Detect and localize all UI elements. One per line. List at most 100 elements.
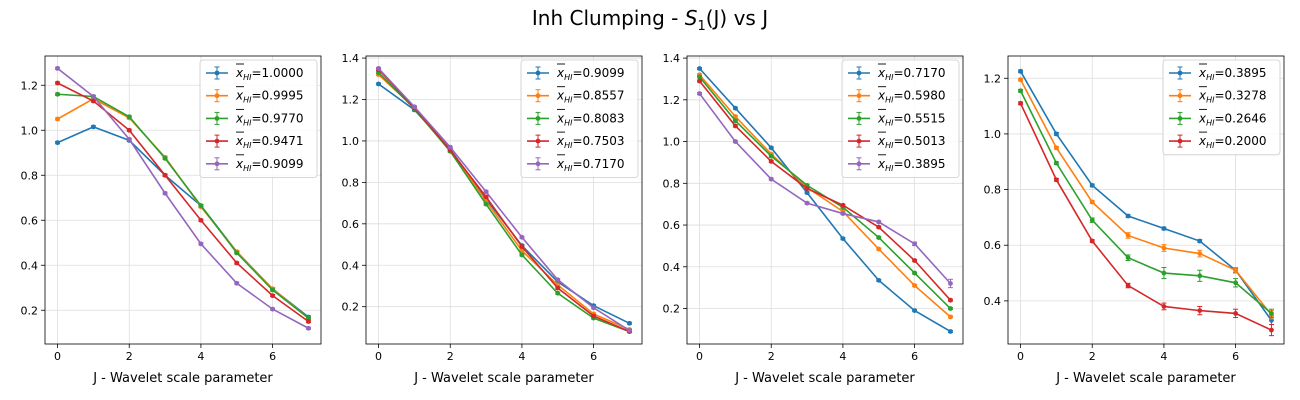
data-point: [55, 80, 60, 86]
data-point: [1125, 213, 1131, 219]
data-point: [483, 201, 489, 207]
data-point: [912, 283, 918, 288]
x-tick-label: 6: [269, 350, 276, 363]
x-tick-label: 2: [768, 350, 775, 363]
data-point: [519, 244, 525, 250]
data-point: [732, 114, 738, 119]
data-point: [876, 277, 882, 283]
data-point: [768, 145, 774, 151]
x-tick-label: 4: [1160, 350, 1167, 363]
legend-box: [520, 59, 639, 178]
y-tick-label: 0.8: [342, 176, 360, 189]
y-tick-label: 1.0: [21, 124, 39, 137]
series-0.3895: [697, 91, 953, 289]
legend-box: [1162, 59, 1281, 156]
x-tick-label: 6: [1232, 350, 1239, 363]
series-0.3278: [1018, 77, 1274, 320]
data-point: [732, 123, 738, 129]
series-0.2000: [1018, 100, 1274, 337]
data-point: [555, 285, 561, 291]
y-tick-label: 0.6: [342, 218, 360, 231]
legend: xHI=0.7170 xHI=0.5980 xHI=0.5515 xHI=0.5013…: [841, 59, 960, 178]
y-tick-label: 0.4: [21, 259, 39, 272]
x-tick-label: 2: [447, 350, 454, 363]
data-point: [912, 308, 918, 314]
figure-title: Inh Clumping - S1(J) vs J: [531, 6, 769, 34]
data-point: [126, 136, 132, 142]
data-point: [804, 200, 810, 206]
legend-swatch-marker: [214, 116, 220, 121]
series-line: [377, 68, 630, 333]
data-point: [234, 250, 240, 256]
y-tick-label: 1.0: [663, 136, 681, 149]
data-point: [697, 66, 702, 71]
x-tick-label: 0: [696, 350, 703, 363]
legend: xHI=0.3895 xHI=0.3278 xHI=0.2646 xHI=0.2000: [1162, 59, 1281, 156]
data-point: [55, 91, 60, 97]
legend-label: xHI=1.0000: [235, 66, 304, 82]
series-line: [698, 74, 951, 318]
data-point: [768, 176, 774, 182]
legend-swatch-marker: [1177, 70, 1183, 76]
data-point: [270, 293, 276, 299]
x-tick-label: 4: [839, 350, 846, 363]
data-point: [234, 260, 240, 266]
series-0.7170: [697, 66, 953, 334]
x-tick-label: 0: [1017, 350, 1024, 363]
legend-swatch-marker: [535, 161, 541, 167]
y-tick-label: 1.2: [663, 94, 681, 107]
legend-label: xHI=0.8083: [556, 111, 625, 127]
series-line: [1019, 79, 1273, 316]
subplot-1: 0 2 4 6 0.2 0.4 0.6 0.8 1.0 1.2 J - Wavelet scale …: [21, 55, 322, 386]
x-axis-label: J - Wavelet scale parameter: [1055, 371, 1236, 386]
data-point: [1161, 270, 1167, 276]
legend-label: xHI=0.3278: [1198, 89, 1267, 105]
y-tick-label: 1.4: [663, 52, 681, 65]
data-point: [1018, 88, 1023, 94]
y-tick-label: 0.4: [663, 261, 681, 274]
data-point: [840, 211, 846, 216]
data-point: [1125, 255, 1131, 261]
legend-label: xHI=0.8557: [556, 89, 625, 105]
legend-swatch-marker: [856, 93, 862, 99]
series-line: [57, 93, 309, 319]
data-point: [198, 203, 204, 209]
data-point: [1125, 233, 1131, 238]
data-point: [948, 314, 953, 320]
data-point: [768, 158, 774, 164]
data-point: [876, 219, 882, 225]
axes-frame: [1007, 55, 1285, 345]
data-point: [912, 258, 918, 263]
x-tick-label: 2: [1089, 350, 1096, 363]
legend-swatch-marker: [535, 93, 541, 99]
data-point: [1089, 182, 1095, 188]
data-point: [1161, 245, 1167, 251]
y-tick-label: 1.4: [342, 52, 360, 65]
legend-label: xHI=0.3895: [1198, 66, 1267, 82]
data-point: [591, 313, 597, 319]
legend-swatch-marker: [1177, 93, 1183, 99]
series-0.7170: [376, 66, 632, 333]
data-point: [591, 305, 597, 311]
series-line: [1019, 90, 1272, 314]
data-point: [306, 319, 311, 324]
legend-label: xHI=0.9471: [235, 134, 304, 150]
data-point: [768, 153, 774, 159]
legend-label: xHI=0.7503: [556, 134, 625, 150]
legend-swatch-marker: [214, 70, 220, 76]
y-tick-label: 0.6: [663, 219, 681, 232]
data-point: [876, 235, 882, 240]
data-point: [840, 236, 846, 242]
legend-label: xHI=0.9995: [235, 89, 304, 105]
data-point: [1233, 267, 1239, 273]
data-point: [447, 144, 453, 150]
y-tick-label: 0.8: [984, 184, 1002, 197]
data-point: [876, 246, 882, 252]
data-point: [1053, 177, 1059, 183]
series-line: [57, 82, 309, 323]
legend-swatch-marker: [856, 138, 862, 144]
data-point: [804, 186, 810, 191]
y-tick-label: 0.8: [663, 177, 681, 190]
data-point: [1089, 199, 1095, 205]
